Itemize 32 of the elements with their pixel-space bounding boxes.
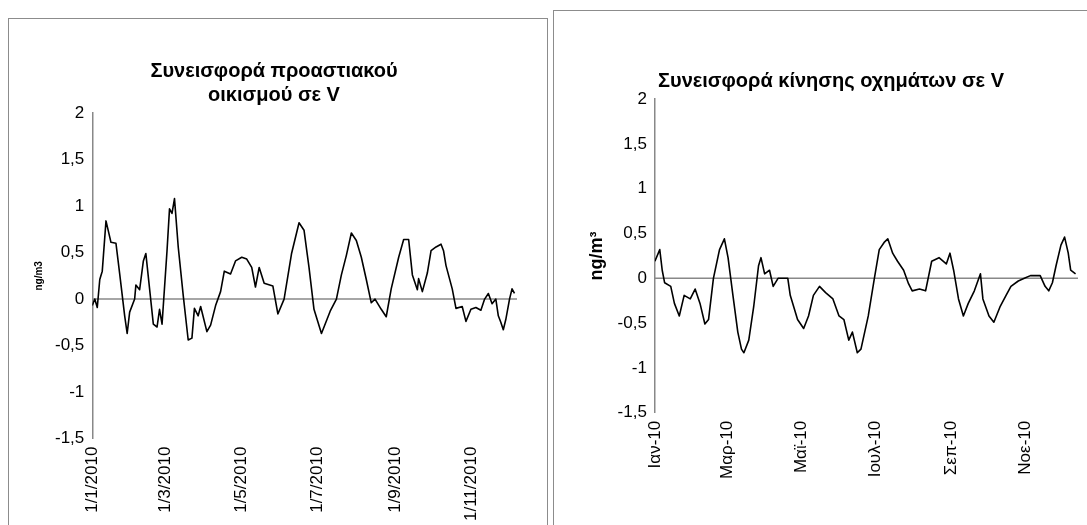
chart-title: Συνεισφορά προαστιακού οικισμού σε V <box>150 58 398 105</box>
x-tick-label: 1/3/2010 <box>155 446 175 513</box>
x-tick-label: Ιουλ-10 <box>865 420 885 478</box>
x-tick-label: Μαρ-10 <box>716 420 736 479</box>
y-tick-label: 1 <box>74 195 85 215</box>
x-tick-label: 1/1/2010 <box>81 446 101 513</box>
x-tick-label: Μαϊ-10 <box>790 420 810 474</box>
y-tick-label: 0 <box>637 267 647 287</box>
x-tick-label: Σεπ-10 <box>940 420 960 476</box>
y-tick-label: -1 <box>69 381 85 401</box>
y-tick-label: 0,5 <box>60 242 85 262</box>
chart-title: Συνεισφορά κίνησης οχημάτων σε V <box>658 68 1005 91</box>
y-tick-label: -1,5 <box>55 428 85 448</box>
y-axis-title: ng/m³ <box>585 231 606 281</box>
y-tick-label: -0,5 <box>55 335 85 355</box>
x-tick-label: Νοε-10 <box>1015 420 1035 475</box>
y-tick-label: 1,5 <box>623 133 647 153</box>
y-tick-label: 1 <box>637 178 647 198</box>
x-tick-label: 1/5/2010 <box>231 446 251 513</box>
y-tick-label: 0 <box>74 288 85 308</box>
y-axis-title: ng/m3 <box>32 260 44 291</box>
y-tick-label: -1 <box>631 357 647 377</box>
y-tick-label: 1,5 <box>60 149 85 169</box>
y-tick-label: -0,5 <box>617 312 647 332</box>
x-tick-label: 1/9/2010 <box>384 446 404 513</box>
x-tick-label: 1/11/2010 <box>460 446 480 522</box>
y-tick-label: -1,5 <box>617 402 647 422</box>
y-tick-label: 2 <box>637 88 647 108</box>
y-tick-label: 0,5 <box>623 223 647 243</box>
x-tick-label: Ιαν-10 <box>644 420 664 469</box>
x-tick-label: 1/7/2010 <box>307 446 327 513</box>
y-tick-label: 2 <box>74 102 85 122</box>
